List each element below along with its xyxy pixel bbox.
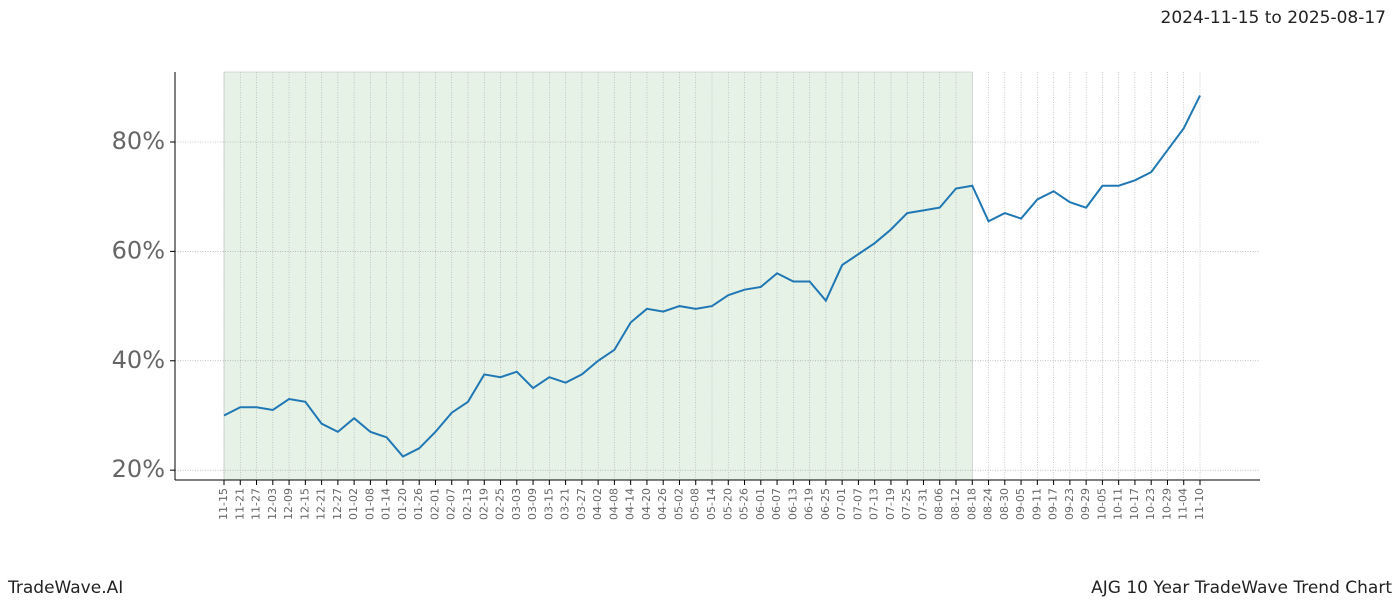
- x-tick-label: 07-25: [900, 488, 913, 520]
- brand: TradeWave.AI: [7, 578, 123, 598]
- x-tick-label: 10-29: [1160, 488, 1173, 520]
- x-tick-label: 05-26: [738, 488, 751, 520]
- x-tick-label: 10-23: [1144, 488, 1157, 520]
- x-tick-label: 02-07: [445, 488, 458, 520]
- x-tick-label: 03-21: [559, 488, 572, 520]
- x-tick-label: 09-29: [1079, 488, 1092, 520]
- x-tick-label: 08-18: [965, 488, 978, 520]
- x-tick-label: 06-19: [803, 488, 816, 520]
- x-tick-label: 11-21: [233, 488, 246, 520]
- x-tick-label: 04-08: [607, 488, 620, 520]
- x-tick-label: 05-08: [689, 488, 702, 520]
- x-tick-label: 01-26: [412, 488, 425, 520]
- x-tick-label: 02-01: [428, 488, 441, 520]
- trend-line: [223, 95, 1201, 458]
- y-tick-label: 20%: [112, 455, 165, 483]
- y-tick-label: 40%: [112, 346, 165, 374]
- x-tick-label: 09-17: [1047, 488, 1060, 520]
- x-tick-label: 09-23: [1063, 488, 1076, 520]
- x-tick-label: 10-05: [1095, 488, 1108, 520]
- x-tick-label: 12-27: [331, 488, 344, 520]
- x-tick-label: 10-11: [1112, 488, 1125, 520]
- x-tick-label: 01-02: [347, 488, 360, 520]
- x-tick-label: 12-03: [266, 488, 279, 520]
- date-range: 2024-11-15 to 2025-08-17: [1161, 8, 1386, 28]
- x-tick-label: 04-20: [640, 488, 653, 520]
- x-tick-label: 02-19: [477, 488, 490, 520]
- x-tick-label: 05-14: [705, 488, 718, 520]
- x-tick-label: 09-11: [1030, 488, 1043, 520]
- x-tick-label: 03-27: [575, 488, 588, 520]
- x-tick-label: 07-01: [835, 488, 848, 520]
- chart-name: AJG 10 Year TradeWave Trend Chart: [1091, 578, 1392, 598]
- x-tick-label: 11-10: [1193, 488, 1206, 520]
- y-tick-label: 80%: [112, 127, 165, 155]
- x-tick-label: 05-02: [672, 488, 685, 520]
- shaded-region: [223, 71, 973, 481]
- x-tick-label: 04-14: [624, 488, 637, 520]
- x-tick-label: 02-25: [494, 488, 507, 520]
- x-tick-label: 04-02: [591, 488, 604, 520]
- x-tick-label: 06-01: [754, 488, 767, 520]
- x-tick-label: 03-15: [542, 488, 555, 520]
- x-tick-label: 09-05: [1014, 488, 1027, 520]
- x-tick-label: 08-06: [933, 488, 946, 520]
- x-tick-label: 08-12: [949, 488, 962, 520]
- x-tick-label: 07-07: [851, 488, 864, 520]
- x-tick-label: 03-09: [526, 488, 539, 520]
- x-tick-label: 12-15: [298, 488, 311, 520]
- x-tick-label: 01-08: [363, 488, 376, 520]
- x-tick-label: 06-25: [819, 488, 832, 520]
- x-tick-label: 12-21: [315, 488, 328, 520]
- x-tick-label: 07-31: [916, 488, 929, 520]
- x-tick-label: 01-14: [380, 488, 393, 520]
- x-tick-label: 11-04: [1177, 488, 1190, 520]
- x-tick-label: 08-24: [982, 488, 995, 520]
- y-tick-label: 60%: [112, 236, 165, 264]
- x-tick-label: 11-15: [217, 488, 230, 520]
- x-tick-label: 11-27: [250, 488, 263, 520]
- x-tick-label: 06-13: [786, 488, 799, 520]
- x-tick-label: 08-30: [998, 488, 1011, 520]
- x-tick-label: 10-17: [1128, 488, 1141, 520]
- x-tick-label: 03-03: [510, 488, 523, 520]
- x-tick-label: 01-20: [396, 488, 409, 520]
- x-tick-label: 06-07: [770, 488, 783, 520]
- x-tick-label: 05-20: [721, 488, 734, 520]
- x-tick-label: 02-13: [461, 488, 474, 520]
- x-tick-label: 04-26: [656, 488, 669, 520]
- x-tick-label: 12-09: [282, 488, 295, 520]
- x-tick-label: 07-13: [868, 488, 881, 520]
- x-tick-label: 07-19: [884, 488, 897, 520]
